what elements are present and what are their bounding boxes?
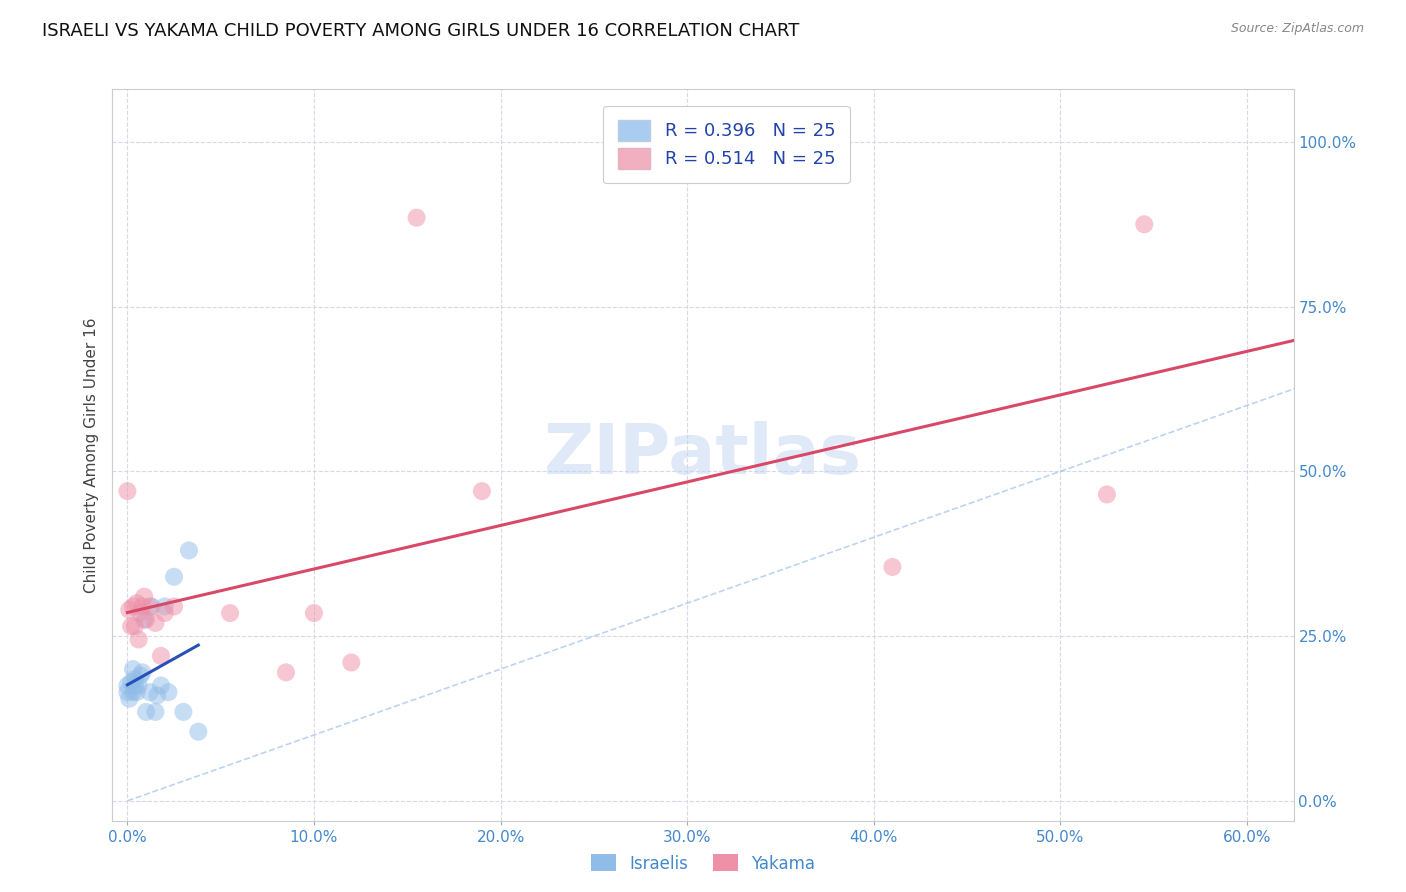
Point (471, 484, 494, 499)
Point (129, 668, 152, 682)
Legend: Israelis, Yakama: Israelis, Yakama (583, 847, 823, 880)
Point (118, 691, 141, 706)
Point (135, 613, 157, 627)
Point (150, 648, 173, 663)
Point (1133, 217, 1156, 231)
Point (128, 679, 150, 693)
Point (117, 679, 139, 693)
Point (145, 705, 167, 719)
Point (122, 599, 145, 614)
Point (274, 665, 297, 680)
Point (139, 599, 162, 614)
Point (172, 705, 194, 719)
Point (122, 685, 145, 699)
Point (135, 705, 157, 719)
Point (131, 665, 153, 680)
Point (882, 560, 904, 574)
Text: Source: ZipAtlas.com: Source: ZipAtlas.com (1230, 22, 1364, 36)
Legend: R = 0.396   N = 25, R = 0.514   N = 25: R = 0.396 N = 25, R = 0.514 N = 25 (603, 105, 849, 184)
Point (124, 672, 146, 686)
Point (124, 619, 146, 633)
Text: ISRAELI VS YAKAMA CHILD POVERTY AMONG GIRLS UNDER 16 CORRELATION CHART: ISRAELI VS YAKAMA CHILD POVERTY AMONG GI… (42, 22, 800, 40)
Point (129, 606, 152, 620)
Point (219, 606, 242, 620)
Point (118, 603, 141, 617)
Point (122, 662, 145, 676)
Point (405, 211, 427, 225)
Point (153, 599, 176, 614)
Point (302, 606, 325, 620)
Point (153, 606, 176, 620)
Text: ZIPatlas: ZIPatlas (544, 421, 862, 489)
Point (131, 599, 153, 614)
Point (187, 724, 209, 739)
Point (157, 685, 180, 699)
Y-axis label: Child Poverty Among Girls Under 16: Child Poverty Among Girls Under 16 (83, 318, 98, 592)
Point (139, 685, 162, 699)
Point (163, 570, 186, 584)
Point (117, 484, 139, 499)
Point (163, 599, 186, 614)
Point (340, 656, 363, 670)
Point (125, 685, 148, 699)
Point (141, 599, 163, 614)
Point (146, 689, 169, 703)
Point (117, 685, 139, 699)
Point (134, 590, 156, 604)
Point (124, 679, 146, 693)
Point (1095, 487, 1118, 501)
Point (134, 613, 156, 627)
Point (120, 619, 142, 633)
Point (128, 632, 150, 647)
Point (125, 596, 148, 610)
Point (150, 679, 173, 693)
Point (120, 675, 142, 690)
Point (145, 615, 167, 630)
Point (177, 543, 200, 558)
